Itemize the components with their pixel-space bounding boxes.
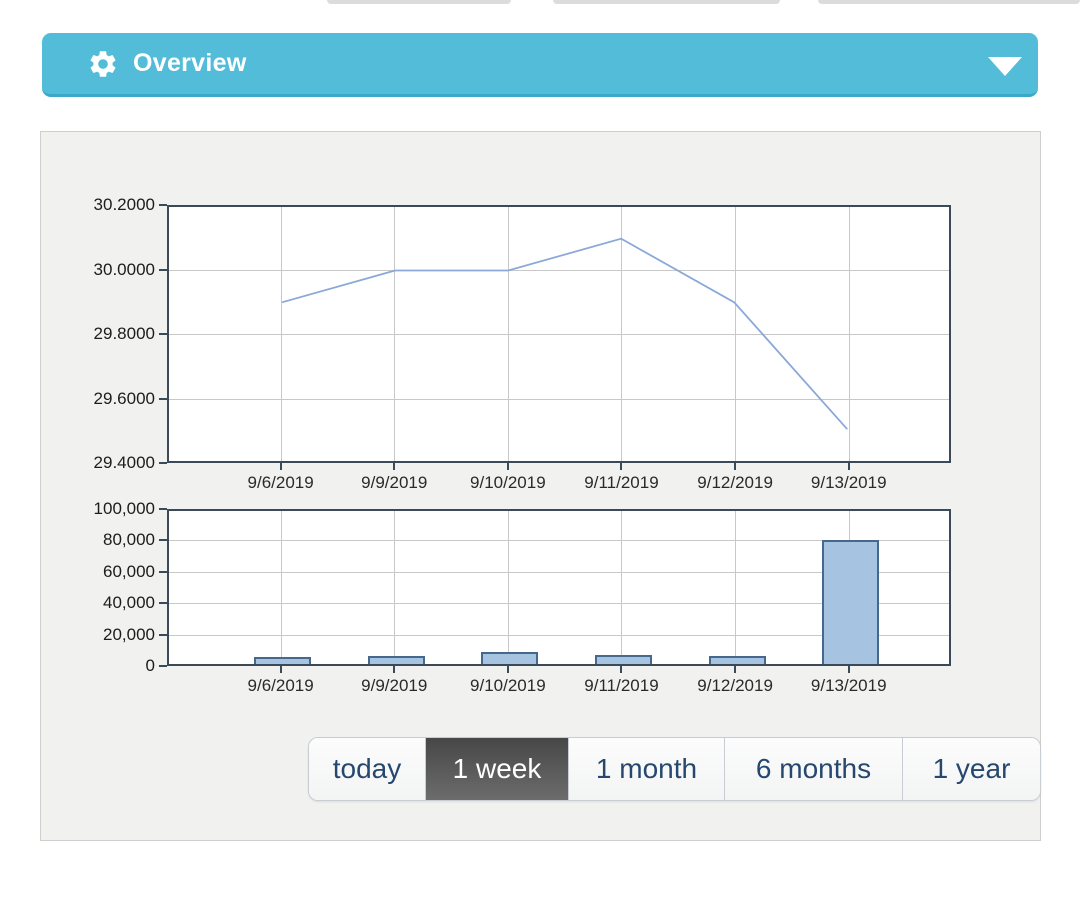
gridline	[169, 572, 949, 573]
x-tick-label: 9/12/2019	[697, 676, 773, 695]
gridline	[281, 511, 282, 664]
time-range-button-today[interactable]: today	[309, 738, 425, 800]
x-tick-mark	[279, 666, 282, 673]
gridline	[735, 207, 736, 461]
x-tick-mark	[734, 666, 737, 673]
overview-header[interactable]: Overview	[42, 33, 1038, 97]
x-tick-mark	[279, 463, 282, 470]
x-tick-mark	[847, 463, 850, 470]
x-tick-label: 9/11/2019	[584, 676, 659, 695]
y-tick-label: 29.6000	[93, 388, 155, 408]
y-tick-mark	[159, 268, 167, 271]
x-tick-label: 9/10/2019	[470, 473, 546, 492]
price-line-series	[281, 237, 848, 430]
time-range-button-1-week[interactable]: 1 week	[425, 738, 568, 800]
x-tick-label: 9/12/2019	[697, 473, 773, 492]
y-tick-mark	[159, 333, 167, 335]
gridline	[735, 511, 736, 664]
y-tick-mark	[159, 539, 167, 542]
x-tick-label: 9/13/2019	[810, 473, 887, 492]
gridline	[169, 540, 949, 541]
price-line-chart	[167, 205, 951, 463]
y-tick-label: 100,000	[93, 499, 155, 518]
x-tick-mark	[506, 463, 509, 470]
y-tick-label: 30.2000	[93, 195, 155, 214]
x-tick-label: 9/13/2019	[810, 676, 887, 695]
gridline	[621, 207, 622, 461]
header-title: Overview	[133, 49, 247, 77]
gridline	[621, 511, 622, 664]
chevron-down-icon[interactable]	[988, 57, 1022, 76]
cutoff-tab[interactable]	[327, 0, 511, 4]
gridline	[508, 511, 509, 664]
volume-bar	[481, 652, 538, 664]
x-tick-mark	[620, 666, 623, 673]
y-tick-label: 29.8000	[93, 324, 155, 343]
y-tick-label: 29.4000	[93, 453, 155, 472]
y-tick-label: 0	[145, 656, 155, 675]
overview-panel: today 1 week 1 month 6 months 1 year 30.2000…	[40, 131, 1041, 841]
volume-bar	[254, 657, 311, 664]
x-tick-label: 9/9/2019	[361, 473, 428, 492]
y-tick-mark	[159, 204, 167, 206]
gridline	[169, 270, 949, 271]
volume-bar	[368, 656, 425, 664]
cutoff-tab[interactable]	[553, 0, 780, 4]
x-tick-mark	[506, 666, 509, 673]
volume-bar-chart	[167, 509, 951, 666]
x-tick-label: 9/9/2019	[361, 676, 428, 695]
x-tick-label: 9/6/2019	[247, 676, 314, 695]
y-tick-mark	[159, 602, 167, 605]
x-tick-mark	[620, 463, 623, 470]
y-tick-mark	[159, 633, 167, 636]
gridline	[394, 511, 395, 664]
y-tick-mark	[159, 665, 167, 667]
x-tick-label: 9/6/2019	[247, 473, 314, 492]
x-tick-mark	[393, 463, 396, 470]
gridline	[281, 207, 282, 461]
gear-icon	[87, 48, 119, 80]
x-tick-label: 9/11/2019	[584, 473, 659, 492]
y-tick-label: 20,000	[103, 624, 155, 644]
gridline	[394, 207, 395, 461]
y-tick-mark	[159, 508, 167, 510]
time-range-button-6-months[interactable]: 6 months	[724, 738, 902, 800]
y-tick-mark	[159, 397, 167, 400]
y-tick-label: 40,000	[103, 593, 155, 613]
gridline	[849, 207, 850, 461]
x-tick-mark	[393, 666, 396, 673]
gridline	[169, 334, 949, 335]
volume-bar	[709, 656, 766, 664]
time-range-button-1-month[interactable]: 1 month	[568, 738, 724, 800]
y-tick-mark	[159, 570, 167, 573]
volume-bar	[595, 655, 652, 664]
time-range-button-1-year[interactable]: 1 year	[902, 738, 1040, 800]
y-tick-mark	[159, 462, 167, 464]
gridline	[508, 207, 509, 461]
y-tick-label: 60,000	[103, 561, 155, 581]
time-range-group: today 1 week 1 month 6 months 1 year	[308, 737, 1041, 801]
cutoff-tab[interactable]	[818, 0, 1080, 4]
y-tick-label: 30.0000	[93, 259, 155, 279]
x-tick-mark	[847, 666, 850, 673]
x-tick-label: 9/10/2019	[470, 676, 546, 695]
gridline	[169, 635, 949, 636]
x-tick-mark	[734, 463, 737, 470]
gridline	[169, 603, 949, 604]
y-tick-label: 80,000	[103, 530, 155, 550]
volume-bar	[822, 540, 879, 664]
gridline	[169, 399, 949, 400]
